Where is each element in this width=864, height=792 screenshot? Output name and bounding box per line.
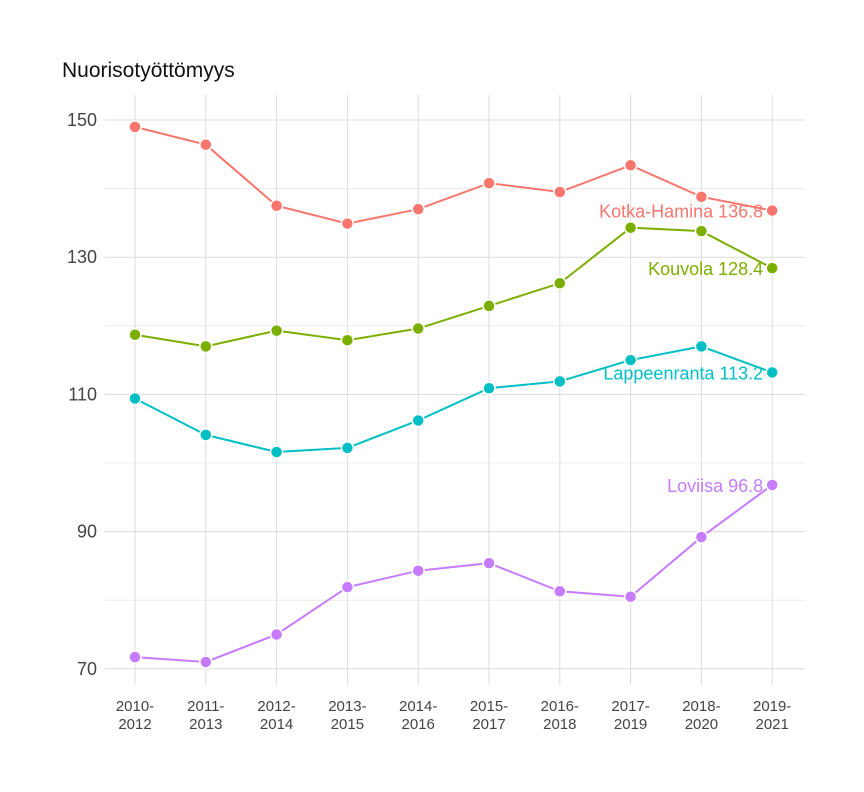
point-kotka-hamina (269, 199, 284, 213)
point-kotka-hamina (694, 190, 709, 204)
line-loviisa (134, 484, 773, 663)
point-kotka-hamina (411, 202, 425, 216)
point-loviisa (411, 563, 425, 578)
label-lappeenranta: Lappeenranta 113.2 (603, 363, 763, 383)
line-lappeenranta (134, 345, 773, 454)
point-lappeenranta (765, 365, 779, 380)
label-kouvola: Kouvola 128.4 (648, 259, 763, 279)
y-tick-label: 110 (68, 384, 97, 404)
point-kotka-hamina (199, 137, 213, 152)
x-tick-label: 2012-2014 (257, 698, 295, 733)
point-kouvola (765, 261, 779, 275)
point-kouvola (553, 276, 567, 291)
point-kotka-hamina (765, 203, 779, 218)
point-kotka-hamina (623, 158, 638, 173)
chart-title: Nuorisotyöttömyys (62, 59, 235, 82)
point-kouvola (411, 321, 425, 336)
grid (105, 95, 805, 685)
point-kouvola (694, 224, 709, 238)
point-lappeenranta (269, 445, 284, 459)
point-kouvola (199, 339, 213, 354)
x-tick-label: 2017-2019 (611, 698, 649, 733)
x-tick-label: 2018-2020 (682, 698, 720, 733)
point-kotka-hamina (340, 216, 355, 231)
point-loviisa (269, 627, 284, 642)
x-tick-label: 2013-2015 (328, 698, 366, 733)
point-loviisa (553, 584, 567, 599)
y-tick-label: 90 (77, 522, 97, 542)
point-loviisa (623, 590, 638, 604)
label-kotka-hamina: Kotka-Hamina 136.8 (599, 202, 763, 222)
point-loviisa (694, 530, 709, 544)
x-tick-label: 2016-2018 (541, 698, 579, 733)
point-lappeenranta (482, 381, 496, 395)
point-kouvola (340, 333, 355, 347)
line-kotka-hamina (134, 125, 773, 225)
point-kotka-hamina (482, 176, 496, 190)
y-axis: 70 90 110 130 150 (67, 110, 97, 679)
x-tick-label: 2011-2013 (187, 698, 224, 733)
point-lappeenranta (199, 428, 213, 442)
point-loviisa (765, 478, 779, 492)
point-lappeenranta (553, 374, 567, 389)
point-loviisa (199, 655, 213, 669)
y-tick-label: 150 (67, 110, 97, 130)
point-kotka-hamina (128, 120, 142, 134)
point-kouvola (128, 327, 142, 342)
x-tick-label: 2015-2017 (470, 698, 508, 733)
point-lappeenranta (623, 353, 638, 367)
y-tick-label: 130 (67, 247, 97, 267)
point-loviisa (128, 650, 142, 664)
series-points (128, 120, 779, 669)
line-kouvola (134, 226, 773, 348)
point-lappeenranta (128, 391, 142, 406)
y-tick-label: 70 (77, 659, 97, 679)
series-lines (134, 125, 773, 663)
point-lappeenranta (340, 441, 355, 455)
point-kotka-hamina (553, 185, 567, 199)
point-lappeenranta (411, 413, 425, 428)
label-loviisa: Loviisa 96.8 (667, 476, 763, 496)
x-axis: 2010-2012 2011-2013 2012-2014 2013-2015 2014… (116, 698, 792, 733)
point-loviisa (482, 556, 496, 570)
point-kouvola (623, 220, 638, 235)
series-labels: Kotka-Hamina 136.8 Kouvola 128.4 Lappeenra… (599, 202, 763, 496)
point-lappeenranta (694, 339, 709, 354)
x-tick-label: 2010-2012 (116, 698, 154, 733)
point-kouvola (482, 299, 496, 313)
x-tick-label: 2019-2021 (753, 698, 791, 733)
x-tick-label: 2014-2016 (399, 698, 437, 733)
point-loviisa (340, 580, 355, 594)
point-kouvola (269, 323, 284, 338)
